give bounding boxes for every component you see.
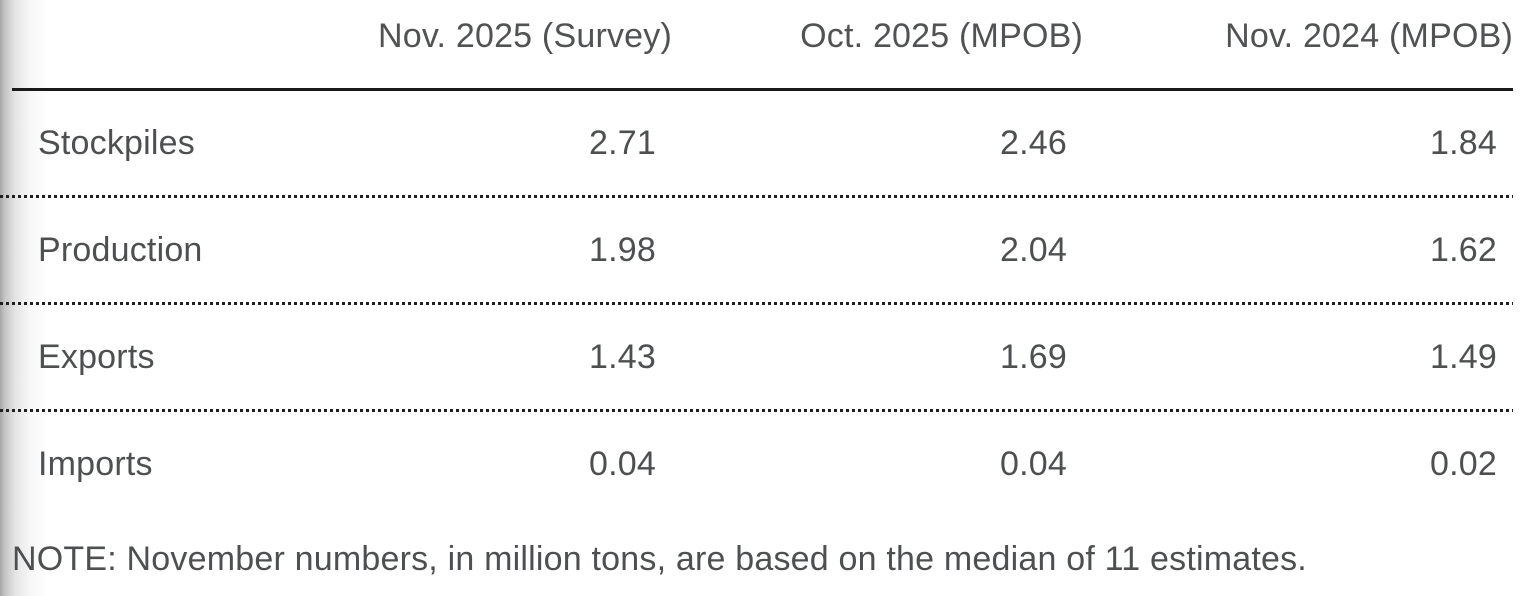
row-divider — [0, 409, 1513, 412]
cell-value: 1.43 — [589, 337, 656, 376]
column-header-nov-2024-mpob: Nov. 2024 (MPOB) — [1225, 17, 1513, 55]
header-empty-cell — [0, 0, 340, 16]
cell-value: 2.71 — [589, 123, 656, 162]
header-rule — [12, 88, 1513, 91]
row-label: Stockpiles — [38, 123, 195, 162]
cell-value: 1.69 — [1000, 337, 1067, 376]
row-divider — [0, 302, 1513, 305]
table-row-exports: Exports 1.43 1.69 1.49 — [0, 305, 1513, 409]
column-header-nov-2025-survey: Nov. 2025 (Survey) — [378, 17, 672, 55]
table-row-production: Production 1.98 2.04 1.62 — [0, 198, 1513, 302]
row-label: Imports — [38, 444, 153, 483]
table-header-row: Nov. 2025 (Survey) Oct. 2025 (MPOB) Nov.… — [0, 0, 1513, 88]
cell-value: 0.02 — [1430, 444, 1497, 483]
cell-value: 2.46 — [1000, 123, 1067, 162]
column-header-oct-2025-mpob: Oct. 2025 (MPOB) — [800, 17, 1083, 55]
cell-value: 1.49 — [1430, 337, 1497, 376]
row-label: Production — [38, 230, 203, 269]
table-footnote: NOTE: November numbers, in million tons,… — [12, 540, 1307, 578]
cell-value: 1.62 — [1430, 230, 1497, 269]
row-divider — [0, 195, 1513, 198]
table-row-stockpiles: Stockpiles 2.71 2.46 1.84 — [0, 91, 1513, 195]
table-row-imports: Imports 0.04 0.04 0.02 — [0, 412, 1513, 516]
row-label: Exports — [38, 337, 155, 376]
cell-value: 2.04 — [1000, 230, 1067, 269]
cell-value: 0.04 — [589, 444, 656, 483]
cell-value: 1.84 — [1430, 123, 1497, 162]
cell-value: 0.04 — [1000, 444, 1067, 483]
cell-value: 1.98 — [589, 230, 656, 269]
data-table: Nov. 2025 (Survey) Oct. 2025 (MPOB) Nov.… — [0, 0, 1513, 516]
